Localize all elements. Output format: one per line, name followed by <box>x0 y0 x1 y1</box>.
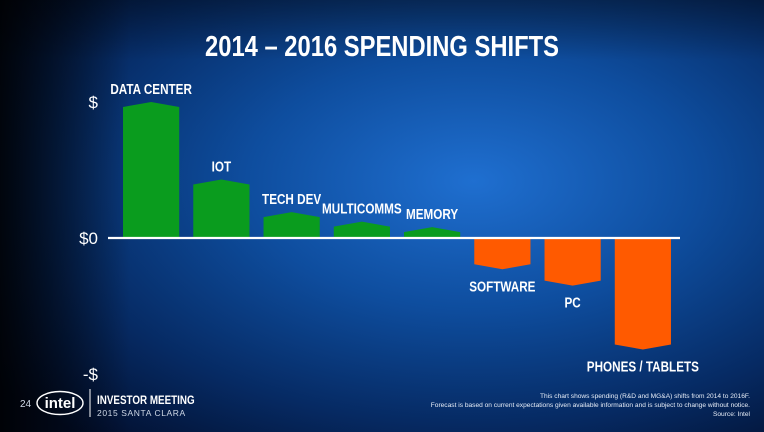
intel-logo-text: intel <box>45 395 76 412</box>
footnote-definition: This chart shows spending (R&D and MG&A)… <box>540 393 750 400</box>
bar-label-memory: MEMORY <box>406 206 458 223</box>
bars <box>123 102 671 350</box>
bar-label-tech-dev: TECH DEV <box>262 191 321 208</box>
bar-data-center <box>123 102 180 238</box>
chart-title: 2014 – 2016 SPENDING SHIFTS <box>205 30 559 63</box>
y-tick-label-zero: $0 <box>79 229 98 248</box>
bar-multicomms <box>333 221 390 238</box>
footnote-forecast: Forecast is based on current expectation… <box>431 402 750 409</box>
event-subtitle: 2015 SANTA CLARA <box>97 408 186 418</box>
footnote-source: Source: Intel <box>713 411 751 418</box>
page-number: 24 <box>20 399 32 410</box>
left-shadow <box>0 0 130 432</box>
bar-label-phones-tablets: PHONES / TABLETS <box>587 358 699 375</box>
intel-logo: intel <box>36 390 84 416</box>
bar-pc <box>544 238 601 286</box>
y-tick-label-negative: -$ <box>83 365 99 384</box>
bar-tech-dev <box>263 212 320 238</box>
bar-iot <box>193 179 250 238</box>
bar-label-software: SOFTWARE <box>469 278 535 295</box>
intel-logo-swoosh <box>36 390 84 416</box>
bar-memory <box>404 227 461 238</box>
bar-phones-tablets <box>614 238 671 350</box>
bar-label-multicomms: MULTICOMMS <box>322 200 402 217</box>
bar-software <box>474 238 531 270</box>
y-axis-ticks: $ $0 -$ <box>79 93 98 384</box>
top-shadow <box>0 0 764 60</box>
bar-label-pc: PC <box>565 294 581 311</box>
bar-label-iot: IOT <box>212 158 232 175</box>
y-tick-label-positive: $ <box>89 93 99 112</box>
bar-label-data-center: DATA CENTER <box>110 81 192 98</box>
event-title: INVESTOR MEETING <box>97 394 195 407</box>
